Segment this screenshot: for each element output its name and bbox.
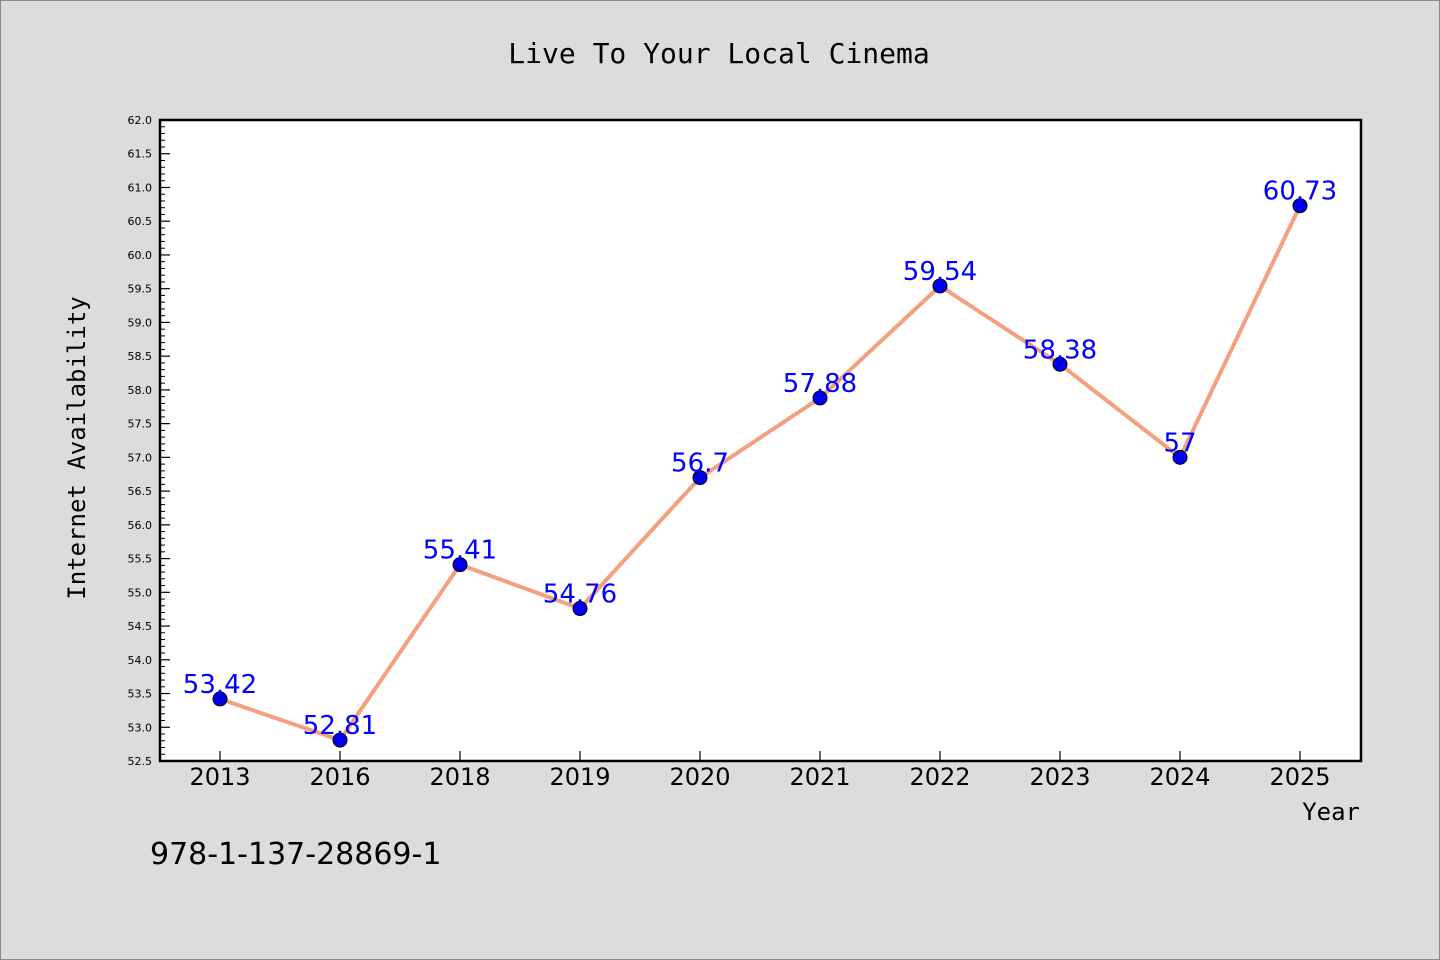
data-point xyxy=(812,390,828,406)
x-tick-label: 2018 xyxy=(429,763,490,791)
data-point xyxy=(932,278,948,294)
chart-title: Live To Your Local Cinema xyxy=(508,37,929,70)
x-tick-label: 2021 xyxy=(789,763,850,791)
x-tick-label: 2016 xyxy=(309,763,370,791)
data-label: 58.38 xyxy=(1023,335,1097,365)
data-label: 59.54 xyxy=(903,257,977,287)
data-point xyxy=(452,557,468,573)
data-label: 57 xyxy=(1163,428,1196,458)
y-tick-label: 56.0 xyxy=(128,519,153,532)
series-line-group xyxy=(218,203,1302,743)
y-axis-ticks: 52.5 53.0 53.5 54.0 54.5 55.0 55.5 56.0 56.5 57.0… xyxy=(128,114,170,768)
y-tick-label: 52.5 xyxy=(128,755,153,768)
data-point xyxy=(692,470,708,486)
data-point xyxy=(1052,356,1068,372)
marker-group xyxy=(212,198,1308,748)
y-tick-label: 56.5 xyxy=(128,485,153,498)
data-point xyxy=(212,691,228,707)
x-tick-label: 2022 xyxy=(909,763,970,791)
data-label-group: 53.42 52.81 55.41 54.76 56.7 57.88 59.54 58.38 5… xyxy=(183,177,1337,741)
y-tick-label: 55.5 xyxy=(128,553,153,566)
y-axis-label: Internet Availability xyxy=(63,296,91,599)
data-point xyxy=(1292,198,1308,214)
data-label: 53.42 xyxy=(183,670,257,700)
y-tick-label: 61.0 xyxy=(128,181,153,194)
data-label: 60.73 xyxy=(1263,177,1337,207)
y-tick-label: 55.0 xyxy=(128,586,153,599)
data-point xyxy=(572,601,588,617)
y-tick-label: 53.5 xyxy=(128,688,153,701)
series-line xyxy=(218,203,1302,743)
x-tick-label: 2023 xyxy=(1029,763,1090,791)
x-tick-label: 2025 xyxy=(1269,763,1330,791)
data-label: 56.7 xyxy=(671,449,729,479)
data-point xyxy=(1172,449,1188,465)
y-tick-label: 58.5 xyxy=(128,350,153,363)
data-label: 54.76 xyxy=(543,580,617,610)
y-tick-label: 59.0 xyxy=(128,316,153,329)
x-tick-label: 2019 xyxy=(549,763,610,791)
y-tick-label: 53.0 xyxy=(128,721,153,734)
y-tick-label: 60.5 xyxy=(128,215,153,228)
data-label: 57.88 xyxy=(783,369,857,399)
x-axis-ticks: 2013 2016 2018 2019 2020 2021 2022 2023 2024 2025 xyxy=(189,751,1331,791)
x-tick-label: 2024 xyxy=(1149,763,1210,791)
y-tick-label: 57.0 xyxy=(128,451,153,464)
y-tick-label: 60.0 xyxy=(128,249,153,262)
isbn-label: 978-1-137-28869-1 xyxy=(150,837,441,872)
data-label: 55.41 xyxy=(423,536,497,566)
y-tick-label: 62.0 xyxy=(128,114,153,127)
y-tick-label: 54.5 xyxy=(128,620,153,633)
y-tick-label: 54.0 xyxy=(128,654,153,667)
x-tick-label: 2013 xyxy=(189,763,250,791)
x-axis-label: Year xyxy=(1302,798,1360,826)
y-tick-label: 61.5 xyxy=(128,148,153,161)
data-point xyxy=(332,732,348,748)
data-label: 52.81 xyxy=(303,711,377,741)
y-tick-label: 57.5 xyxy=(128,418,153,431)
y-tick-label: 59.5 xyxy=(128,283,153,296)
y-tick-label: 58.0 xyxy=(128,384,153,397)
x-tick-label: 2020 xyxy=(669,763,730,791)
